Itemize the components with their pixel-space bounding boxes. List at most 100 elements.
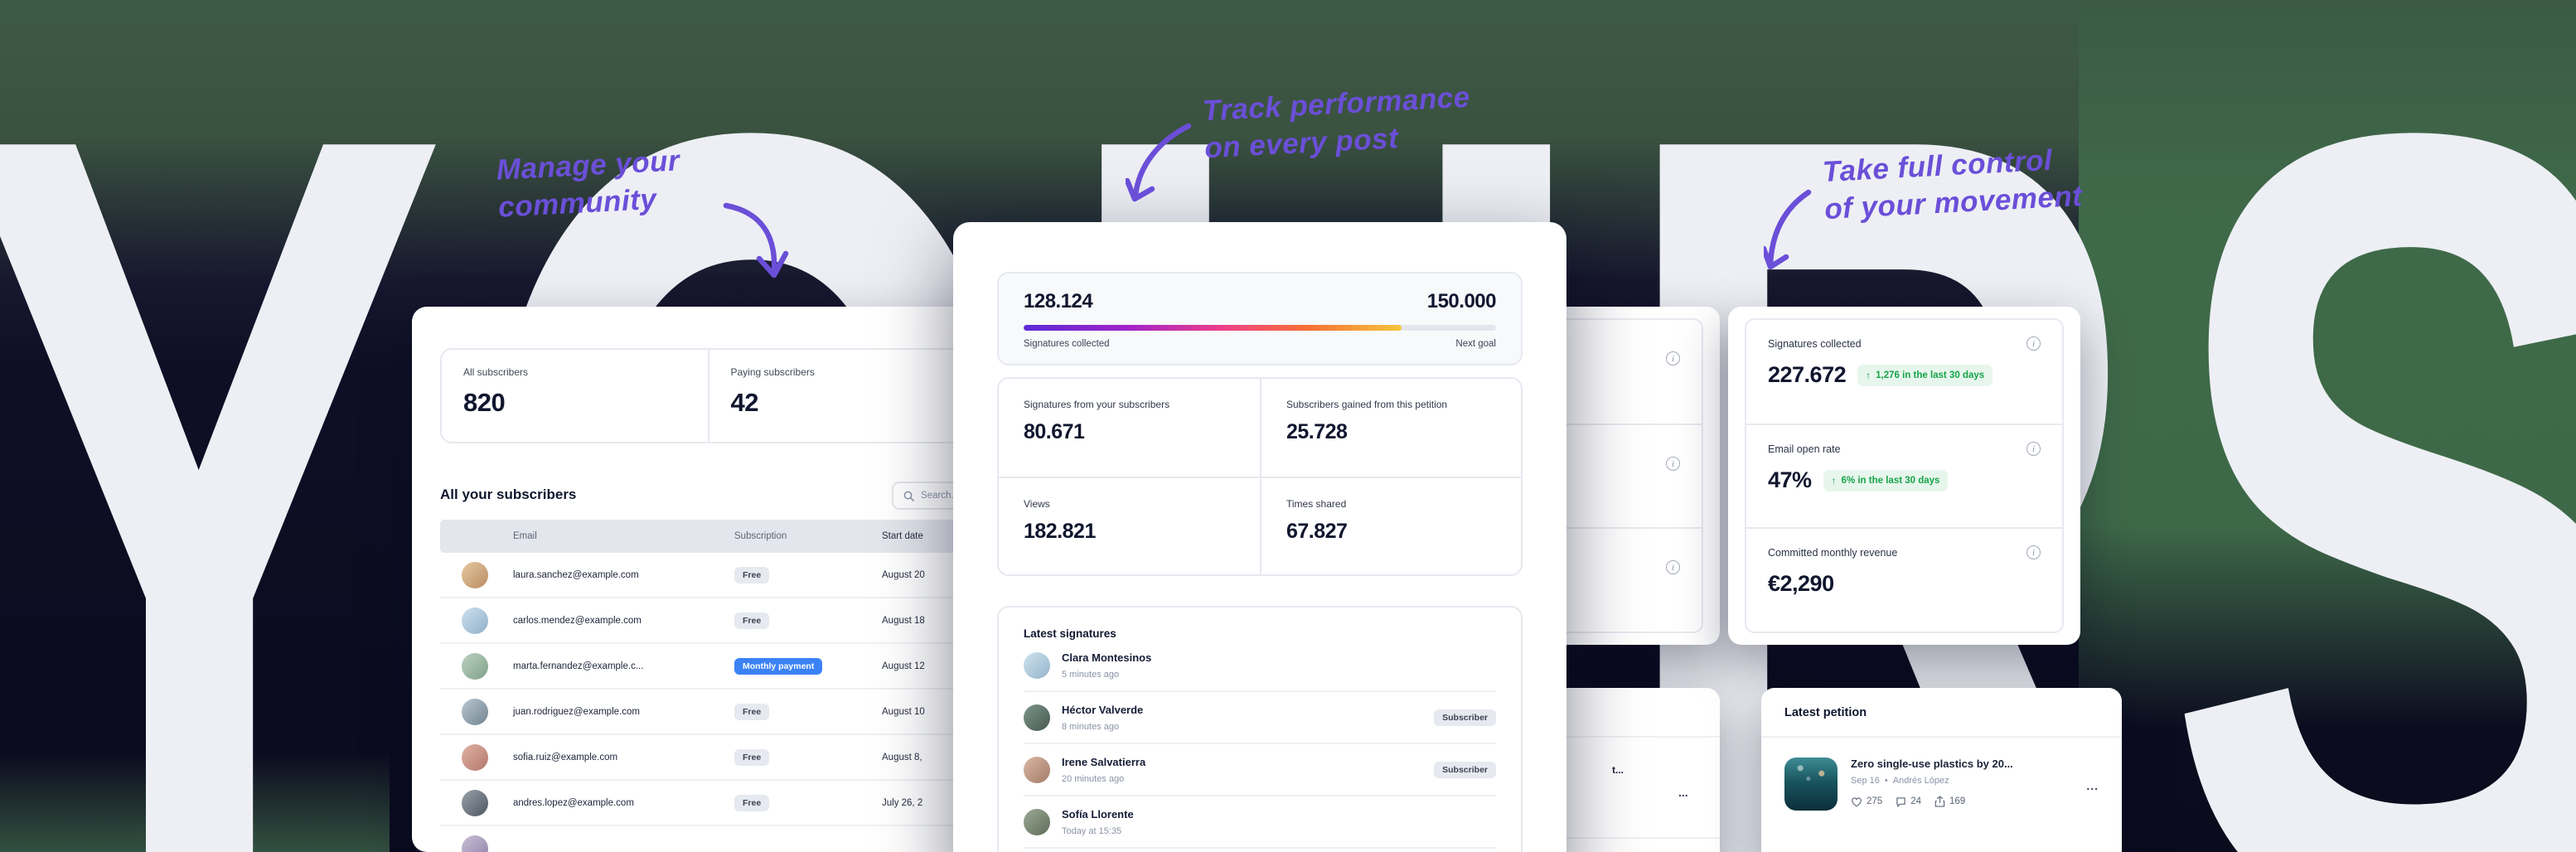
- more-menu-button[interactable]: ...: [1678, 786, 1688, 799]
- signature-time: 5 minutes ago: [1062, 670, 1120, 680]
- progress-label-right: Next goal: [1455, 339, 1496, 349]
- subscription-badge: Free: [734, 703, 770, 720]
- subscription-badge: Free: [734, 748, 770, 766]
- table-row[interactable]: marta.fernandez@example.c... Monthly pay…: [440, 644, 976, 690]
- info-icon[interactable]: [1666, 560, 1680, 574]
- stat-cell-views: Views 182.821: [999, 477, 1260, 574]
- signer-name: Héctor Valverde: [1062, 704, 1144, 716]
- avatar: [462, 789, 488, 816]
- info-icon[interactable]: [2026, 442, 2041, 456]
- shares-stat[interactable]: 169: [1934, 796, 1965, 807]
- comment-icon: [1896, 796, 1905, 807]
- petition-list-item[interactable]: Zero single-use plastics by 20... Sep 16…: [1784, 758, 2099, 811]
- info-icon[interactable]: [1666, 457, 1680, 471]
- metric-value: 227.672: [1768, 362, 1847, 387]
- info-icon[interactable]: [2026, 545, 2041, 559]
- background-green-right: [2079, 0, 2576, 729]
- latest-signatures-panel: Latest signatures Clara Montesinos 5 minu…: [997, 606, 1523, 852]
- avatar: [1024, 756, 1050, 783]
- annotation-arrow: [723, 202, 789, 278]
- info-icon[interactable]: [2026, 336, 2041, 351]
- heart-icon: [1852, 796, 1862, 806]
- progress-bar: [1024, 325, 1496, 331]
- petition-author: Andrés López: [1892, 776, 1949, 786]
- truncated-petition-title: t...: [1612, 764, 1624, 776]
- subscription-badge: Monthly payment: [734, 657, 823, 675]
- subscriber-badge: Subscriber: [1434, 709, 1496, 726]
- signature-time: 8 minutes ago: [1062, 722, 1120, 732]
- subscriber-badge: Subscriber: [1434, 761, 1496, 778]
- subscriber-email: carlos.mendez@example.com: [513, 615, 642, 626]
- table-row[interactable]: juan.rodriguez@example.com Free August 1…: [440, 690, 976, 735]
- info-icon[interactable]: [1666, 351, 1680, 365]
- signature-list-item[interactable]: Sofía Llorente Today at 15:35: [1024, 796, 1496, 849]
- comments-stat[interactable]: 24: [1896, 796, 1921, 807]
- start-date: August 20: [882, 569, 925, 580]
- share-icon: [1934, 796, 1945, 807]
- metric-label: Committed monthly revenue: [1768, 546, 1898, 559]
- metric-label: Signatures collected: [1768, 337, 1862, 350]
- start-date: August 8,: [882, 752, 922, 762]
- table-row[interactable]: carlos.mendez@example.com Free August 18: [440, 598, 976, 644]
- signature-list-item[interactable]: Héctor Valverde 8 minutes ago Subscriber: [1024, 692, 1496, 744]
- stat-label: Paying subscribers: [730, 366, 815, 378]
- table-row[interactable]: [440, 826, 976, 852]
- signature-time: Today at 15:35: [1062, 826, 1122, 836]
- section-title: Latest signatures: [1024, 627, 1116, 640]
- annotation-track-performance: Track performance on every post: [1201, 80, 1471, 165]
- hidden-metric-row: [1423, 320, 1702, 424]
- subscriber-email: andres.lopez@example.com: [513, 797, 634, 808]
- background-green-bottom-left: [0, 753, 390, 852]
- metric-value: €2,290: [1768, 571, 1834, 596]
- subscriber-email: marta.fernandez@example.c...: [513, 661, 644, 671]
- start-date: August 10: [882, 706, 925, 717]
- avatar: [462, 698, 488, 725]
- subscription-badge: Free: [734, 794, 770, 811]
- petition-title: Zero single-use plastics by 20...: [1851, 758, 2013, 770]
- metric-signatures-collected: Signatures collected 227.672 1,276 in th…: [1746, 320, 2062, 424]
- subscription-badge: Free: [734, 612, 770, 629]
- signature-list-item[interactable]: Clara Montesinos 5 minutes ago: [1024, 640, 1496, 692]
- start-date: July 26, 2: [882, 797, 923, 808]
- annotation-take-control: Take full control of your movement: [1821, 143, 2084, 225]
- letter: S: [2163, 0, 2576, 852]
- table-row[interactable]: andres.lopez@example.com Free July 26, 2: [440, 781, 976, 826]
- annotation-arrow: [1126, 123, 1192, 202]
- stat-tile-all-subscribers: All subscribers 820: [442, 350, 708, 442]
- petition-performance-card: 128.124 150.000 Signatures collected Nex…: [953, 222, 1566, 852]
- section-title: Latest petition: [1784, 706, 1867, 719]
- subscriber-email: sofia.ruiz@example.com: [513, 752, 618, 762]
- likes-stat[interactable]: 275: [1851, 796, 1882, 807]
- annotation-arrow: [1764, 189, 1812, 270]
- delta-badge: 1,276 in the last 30 days: [1857, 364, 1993, 386]
- table-row[interactable]: sofia.ruiz@example.com Free August 8,: [440, 735, 976, 781]
- avatar: [462, 561, 488, 588]
- dot-separator: •: [1884, 776, 1888, 786]
- column-header-start-date[interactable]: Start date: [882, 531, 923, 541]
- signature-time: 20 minutes ago: [1062, 774, 1125, 784]
- search-placeholder: Search...: [921, 491, 960, 501]
- signature-list-item[interactable]: Javier ArandaThursday, May 25, 2025 at 1…: [1024, 849, 1496, 852]
- column-header-email[interactable]: Email: [513, 531, 537, 541]
- more-menu-button[interactable]: ...: [2086, 779, 2099, 792]
- subscription-badge: Free: [734, 566, 770, 583]
- avatar: [462, 607, 488, 634]
- column-header-subscription[interactable]: Subscription: [734, 531, 787, 541]
- avatar: [1024, 651, 1050, 679]
- table-row[interactable]: laura.sanchez@example.com Free August 20: [440, 553, 976, 598]
- metric-label: Email open rate: [1768, 443, 1841, 455]
- stat-cell-subscribers-gained: Subscribers gained from this petition 25…: [1260, 379, 1521, 477]
- avatar: [462, 652, 488, 680]
- signature-list-item[interactable]: Irene Salvatierra 20 minutes ago Subscrib…: [1024, 744, 1496, 796]
- petition-thumbnail: [1784, 758, 1838, 811]
- petition-date: Sep 16: [1851, 776, 1880, 786]
- letter: Y: [0, 0, 448, 852]
- metric-value: 47%: [1768, 467, 1812, 492]
- progress-bar-fill: [1024, 325, 1402, 331]
- stat-label: All subscribers: [463, 366, 529, 378]
- subscriber-email: juan.rodriguez@example.com: [513, 706, 640, 717]
- avatar: [462, 835, 488, 852]
- stat-value: 820: [463, 388, 506, 417]
- subscriber-stat-tiles: All subscribers 820 Paying subscribers 4…: [440, 348, 976, 443]
